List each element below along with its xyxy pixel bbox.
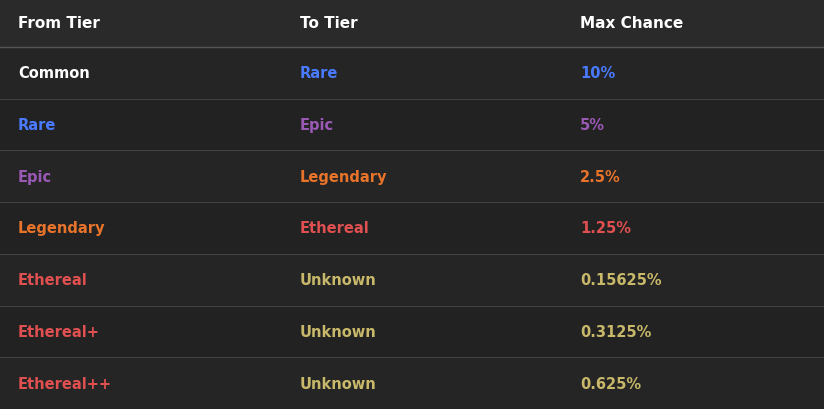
Text: Max Chance: Max Chance xyxy=(580,16,683,31)
Text: Ethereal++: Ethereal++ xyxy=(18,376,112,391)
Text: Legendary: Legendary xyxy=(18,221,105,236)
Text: Unknown: Unknown xyxy=(300,324,377,339)
Text: Unknown: Unknown xyxy=(300,272,377,288)
Text: Rare: Rare xyxy=(300,66,339,81)
Text: 0.3125%: 0.3125% xyxy=(580,324,652,339)
Bar xyxy=(0,306,824,357)
Text: Ethereal: Ethereal xyxy=(18,272,87,288)
Text: 0.625%: 0.625% xyxy=(580,376,641,391)
Text: 10%: 10% xyxy=(580,66,616,81)
Text: Ethereal+: Ethereal+ xyxy=(18,324,100,339)
Text: From Tier: From Tier xyxy=(18,16,100,31)
Text: 2.5%: 2.5% xyxy=(580,169,620,184)
Bar xyxy=(0,254,824,306)
Bar xyxy=(0,0,824,48)
Text: Epic: Epic xyxy=(18,169,52,184)
Text: Epic: Epic xyxy=(300,118,334,133)
Text: 1.25%: 1.25% xyxy=(580,221,631,236)
Text: To Tier: To Tier xyxy=(300,16,358,31)
Bar xyxy=(0,357,824,409)
Text: Unknown: Unknown xyxy=(300,376,377,391)
Text: Rare: Rare xyxy=(18,118,56,133)
Text: Ethereal: Ethereal xyxy=(300,221,370,236)
Bar xyxy=(0,99,824,151)
Bar xyxy=(0,151,824,202)
Bar xyxy=(0,48,824,99)
Text: Common: Common xyxy=(18,66,90,81)
Bar xyxy=(0,202,824,254)
Text: 0.15625%: 0.15625% xyxy=(580,272,662,288)
Text: 5%: 5% xyxy=(580,118,605,133)
Text: Legendary: Legendary xyxy=(300,169,387,184)
